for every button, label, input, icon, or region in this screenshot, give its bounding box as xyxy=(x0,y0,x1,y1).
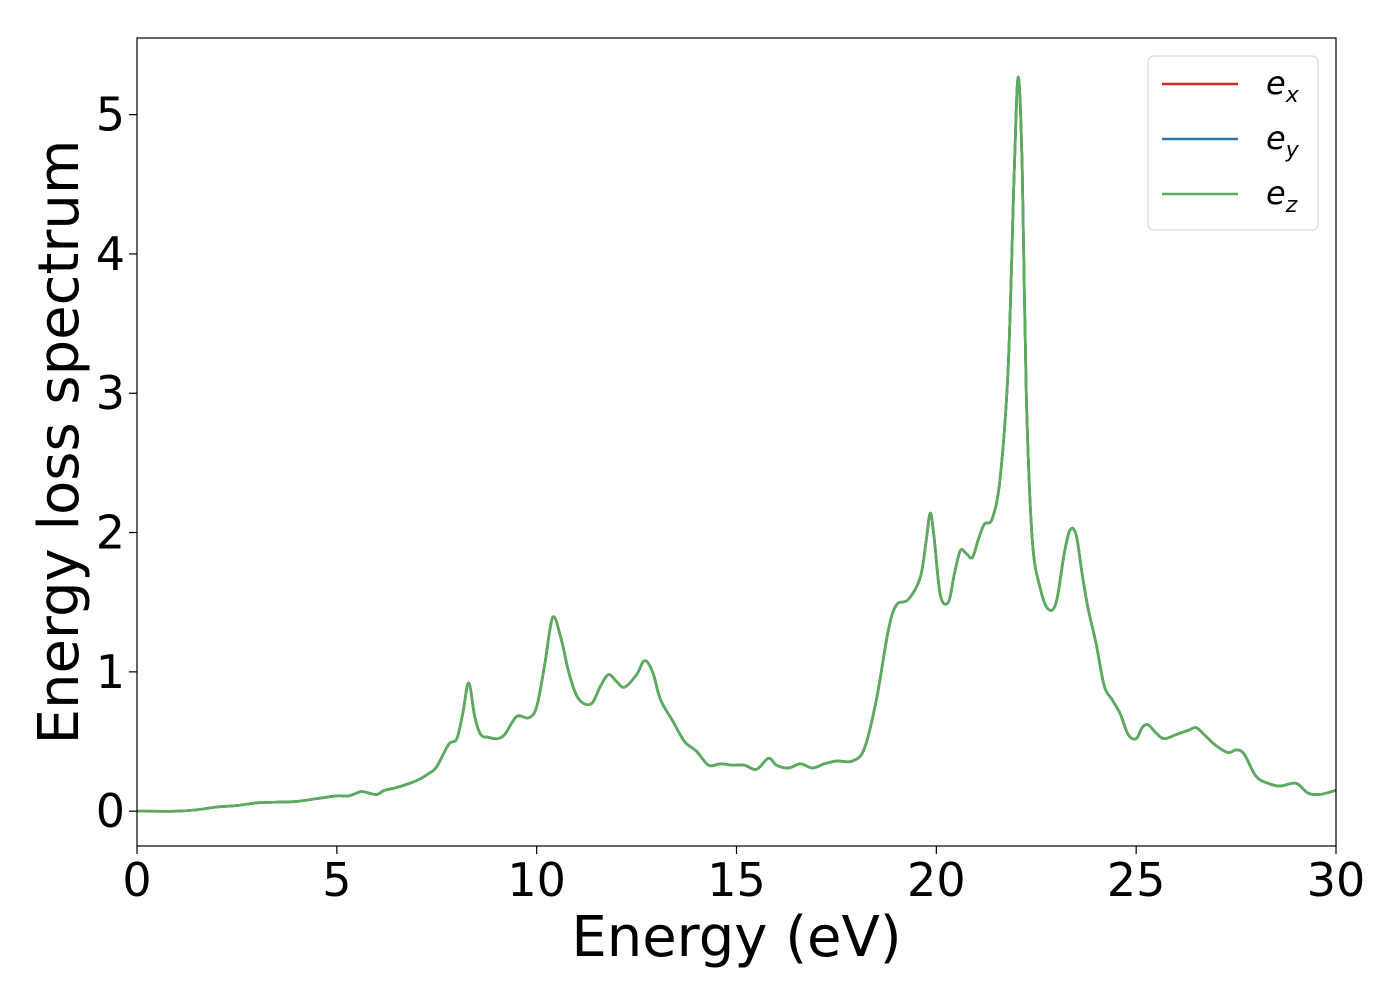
series-line-ez xyxy=(136,75,1337,813)
y-axis-label: Energy loss spectrum xyxy=(27,140,92,745)
x-tick-label: 10 xyxy=(507,853,566,907)
x-axis-label: Energy (eV) xyxy=(571,905,901,970)
y-tick-label: 0 xyxy=(96,784,125,838)
x-axis-ticks: 0 5 10 15 20 25 30 xyxy=(122,846,1365,907)
x-tick-label: 25 xyxy=(1107,853,1166,907)
y-tick-label: 1 xyxy=(96,645,125,699)
x-tick-label: 30 xyxy=(1307,853,1366,907)
y-axis-ticks: 0 1 2 3 4 5 xyxy=(96,88,137,838)
x-tick-label: 20 xyxy=(907,853,966,907)
x-tick-label: 5 xyxy=(322,853,351,907)
x-tick-label: 15 xyxy=(707,853,766,907)
series-lines xyxy=(136,75,1337,813)
x-tick-label: 0 xyxy=(122,853,151,907)
y-tick-label: 5 xyxy=(96,88,125,142)
legend-box xyxy=(1147,55,1319,231)
y-tick-label: 4 xyxy=(96,227,125,281)
y-tick-label: 3 xyxy=(96,366,125,420)
y-tick-label: 2 xyxy=(96,506,125,560)
